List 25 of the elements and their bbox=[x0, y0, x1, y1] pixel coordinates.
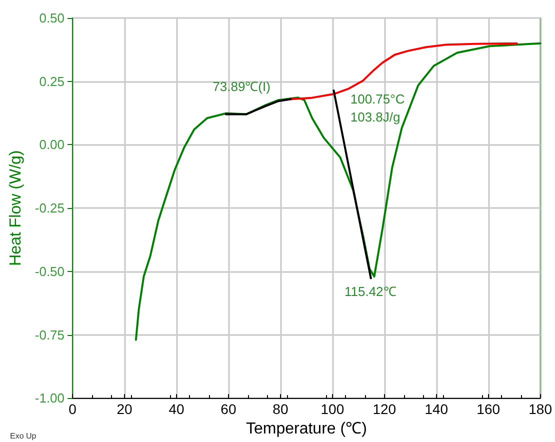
y-tick-label: -0.50 bbox=[34, 264, 65, 279]
x-tick-label: 140 bbox=[424, 401, 448, 418]
x-tick-label: 120 bbox=[372, 401, 396, 418]
x-tick-label: 0 bbox=[68, 401, 77, 418]
x-axis-title: Temperature (℃) bbox=[246, 420, 367, 438]
annotation: 73.89℃(I) bbox=[212, 78, 270, 94]
x-tick-label: 60 bbox=[220, 401, 236, 418]
y-tick-label: 0.00 bbox=[39, 137, 65, 152]
y-tick-label: -1.00 bbox=[34, 390, 65, 406]
x-tick-label: 20 bbox=[116, 401, 133, 418]
text: Exo Up bbox=[10, 432, 37, 440]
x-tick-label: 180 bbox=[528, 401, 552, 418]
x-tick-label: 100 bbox=[320, 401, 344, 418]
x-tick-label: 80 bbox=[272, 401, 288, 418]
y-axis-title: Heat Flow (W/g) bbox=[8, 150, 24, 266]
x-tick-label: 40 bbox=[168, 401, 184, 418]
y-tick-label: -0.25 bbox=[34, 200, 65, 216]
x-tick-label: 160 bbox=[476, 401, 500, 418]
annotation: 103.8J/g bbox=[350, 110, 400, 125]
y-tick-label: 0.25 bbox=[39, 74, 65, 89]
annotation: 115.42℃ bbox=[344, 284, 396, 299]
annotation: 100.75°C bbox=[350, 92, 405, 107]
y-tick-label: -0.75 bbox=[34, 327, 65, 342]
line-series bbox=[224, 98, 292, 116]
y-tick-label: 0.50 bbox=[39, 10, 65, 26]
